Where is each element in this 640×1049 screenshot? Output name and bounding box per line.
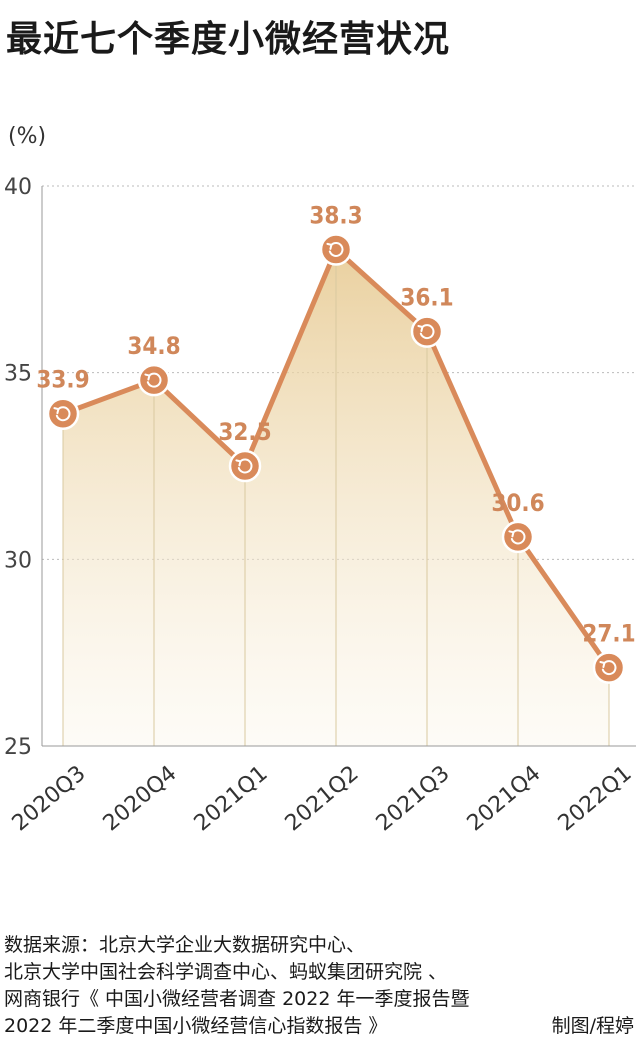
data-point-2021Q4 xyxy=(501,520,535,554)
data-point-2021Q3 xyxy=(410,315,444,348)
value-label-2022Q1: 27.1 xyxy=(582,620,635,648)
refresh-icon xyxy=(146,372,162,388)
value-label-2020Q3: 33.9 xyxy=(36,366,89,394)
source-line-2: 北京大学中国社会科学调查中心、蚂蚁集团研究院 、 xyxy=(4,961,448,983)
y-axis-unit-label: (%) xyxy=(8,124,47,149)
value-label-2021Q1: 32.5 xyxy=(218,418,271,446)
marker-circle xyxy=(137,363,171,397)
value-label-2020Q4: 34.8 xyxy=(127,332,180,360)
refresh-arrow-icon xyxy=(53,407,60,415)
refresh-icon xyxy=(601,660,617,676)
data-point-2020Q4 xyxy=(137,363,171,397)
refresh-icon xyxy=(510,529,526,545)
data-point-2021Q1 xyxy=(228,449,262,483)
marker-circle xyxy=(228,449,262,483)
refresh-icon xyxy=(55,406,71,422)
marker-circle xyxy=(501,520,535,554)
refresh-arrow-icon xyxy=(417,325,424,333)
y-tick-label-35: 35 xyxy=(4,362,32,387)
y-tick-label-40: 40 xyxy=(4,175,32,200)
x-tick-label-2021Q2: 2021Q2 xyxy=(281,761,364,836)
x-tick-label-2020Q3: 2020Q3 xyxy=(8,761,91,836)
x-tick-label-2021Q3: 2021Q3 xyxy=(372,761,455,836)
marker-circle xyxy=(319,233,353,266)
refresh-icon xyxy=(328,242,344,257)
line-area-chart: 25 30 35 40 33.9 34.8 32.5 38.3 36.1 30.6 27.1 20… xyxy=(4,175,637,836)
source-line-4: 2022 年二季度中国小微经营信心指数报告 》 xyxy=(4,1015,388,1037)
x-tick-label-2022Q1: 2022Q1 xyxy=(554,761,637,836)
x-tick-label-2021Q1: 2021Q1 xyxy=(190,761,273,836)
refresh-arrow-icon xyxy=(599,661,606,669)
refresh-arrow-icon xyxy=(144,373,151,381)
chart-credit: 制图/程婷 xyxy=(551,1015,634,1037)
value-label-2021Q4: 30.6 xyxy=(491,489,544,517)
refresh-arrow-icon xyxy=(326,242,333,250)
refresh-arrow-icon xyxy=(508,530,515,538)
x-tick-label-2020Q4: 2020Q4 xyxy=(99,761,182,836)
refresh-icon xyxy=(419,324,435,340)
y-tick-label-25: 25 xyxy=(4,735,32,760)
source-line-1: 数据来源：北京大学企业大数据研究中心、 xyxy=(4,934,366,956)
source-line-3: 网商银行《 中国小微经营者调查 2022 年一季度报告暨 xyxy=(4,988,470,1010)
data-point-2022Q1 xyxy=(592,651,626,684)
data-source-note: 数据来源：北京大学企业大数据研究中心、 北京大学中国社会科学调查中心、蚂蚁集团研… xyxy=(4,932,638,1040)
data-point-2020Q3 xyxy=(46,397,80,430)
marker-circle xyxy=(46,397,80,430)
value-label-2021Q2: 38.3 xyxy=(309,201,362,229)
refresh-icon xyxy=(237,458,253,474)
chart-title: 最近七个季度小微经营状况 xyxy=(6,19,451,60)
x-tick-label-2021Q4: 2021Q4 xyxy=(463,761,546,836)
data-point-2021Q2 xyxy=(319,233,353,266)
y-tick-label-30: 30 xyxy=(4,548,32,573)
marker-circle xyxy=(410,315,444,348)
marker-circle xyxy=(592,651,626,684)
value-label-2021Q3: 36.1 xyxy=(400,284,453,312)
refresh-arrow-icon xyxy=(235,459,242,467)
